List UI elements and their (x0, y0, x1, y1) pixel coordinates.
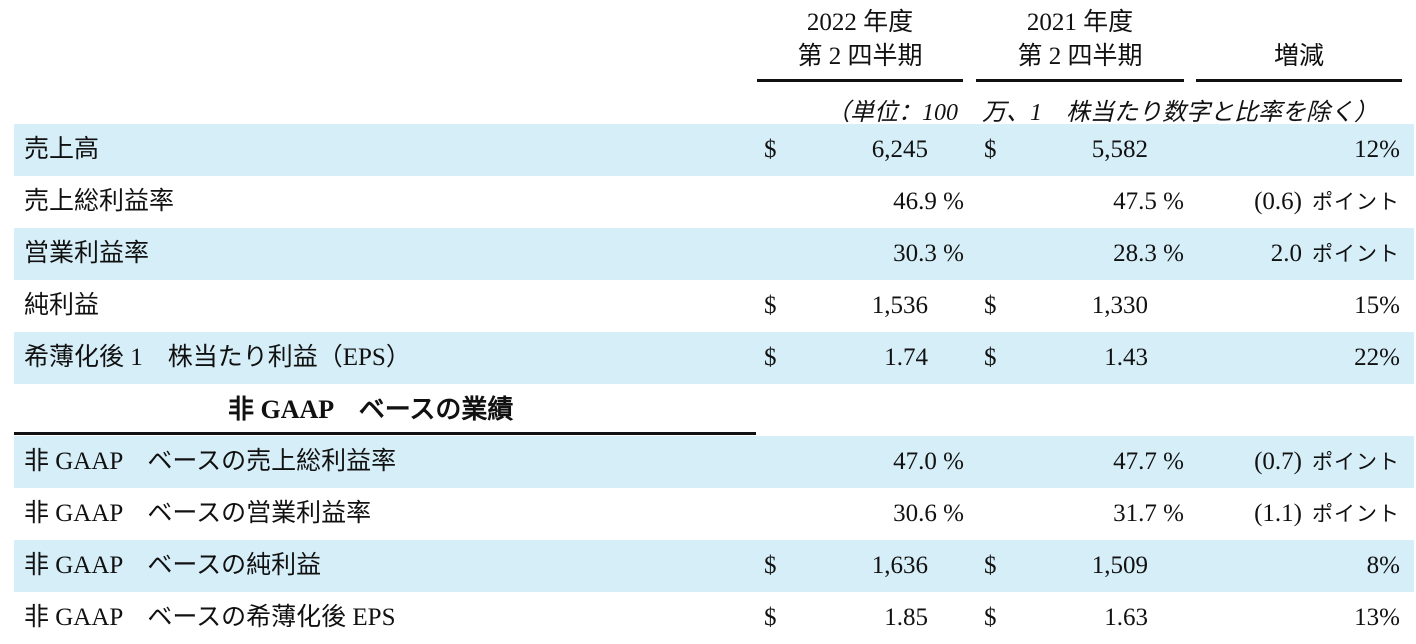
currency-2021: $ (984, 552, 997, 579)
row-label: 非 GAAP ベースの純利益 (24, 552, 322, 579)
value-2021: 28.3 % (1113, 240, 1184, 267)
table-row: 純利益 $1,536 $1,330 15% (14, 280, 1414, 332)
value-2021: 1,330 (1091, 292, 1148, 319)
table-row: 売上総利益率 46.9 % 47.5 % (0.6) ポイント (14, 176, 1414, 228)
value-2022: 47.0 % (893, 448, 964, 475)
row-label: 営業利益率 (24, 240, 150, 267)
currency-2021: $ (984, 344, 997, 371)
units-note: （単位：100 万、1 株当たり数字と比率を除く） (826, 100, 1378, 126)
value-2021: 1.63 (1104, 604, 1148, 631)
value-change: (1.1) ポイント (1254, 488, 1400, 540)
value-change: 12% (1354, 136, 1400, 163)
non-gaap-section-title: 非 GAAP ベースの業績 (228, 395, 514, 424)
row-label: 非 GAAP ベースの売上総利益率 (24, 448, 397, 475)
currency-2022: $ (764, 344, 777, 371)
value-2022: 30.3 % (893, 240, 964, 267)
row-label: 希薄化後 1 株当たり利益（EPS） (24, 344, 411, 371)
value-2021: 1,509 (1091, 552, 1148, 579)
change-unit: ポイント (1312, 450, 1400, 474)
change-number: (1.1) (1254, 500, 1302, 527)
value-change: 13% (1354, 604, 1400, 631)
header-rule-change (1196, 79, 1402, 82)
value-2021: 47.5 % (1113, 188, 1184, 215)
currency-2021: $ (984, 604, 997, 631)
value-2021: 47.7 % (1113, 448, 1184, 475)
change-unit: ポイント (1312, 502, 1400, 526)
value-2022: 30.6 % (893, 500, 964, 527)
row-label: 売上総利益率 (24, 188, 175, 215)
value-2021: 1.43 (1104, 344, 1148, 371)
change-number: (0.7) (1254, 448, 1302, 475)
header-2022-quarter: 第 2 四半期 (797, 43, 923, 70)
table-row: 非 GAAP ベースの希薄化後 EPS $1.85 $1.63 13% (14, 592, 1414, 644)
value-2021: 5,582 (1091, 136, 1148, 163)
value-change: (0.7) ポイント (1254, 436, 1400, 488)
table-row: 営業利益率 30.3 % 28.3 % 2.0 ポイント (14, 228, 1414, 280)
table-row: 売上高 $6,245 $5,582 12% (14, 124, 1414, 176)
value-change: 15% (1354, 292, 1400, 319)
row-label: 純利益 (24, 292, 100, 319)
table-row: 非 GAAP ベースの営業利益率 30.6 % 31.7 % (1.1) ポイント (14, 488, 1414, 540)
value-2022: 6,245 (871, 136, 928, 163)
row-label: 非 GAAP ベースの希薄化後 EPS (24, 604, 396, 631)
value-change: 22% (1354, 344, 1400, 371)
change-number: 2.0 (1270, 240, 1302, 267)
row-label: 非 GAAP ベースの営業利益率 (24, 500, 372, 527)
table-row: 非 GAAP ベースの売上総利益率 47.0 % 47.7 % (0.7) ポイント (14, 436, 1414, 488)
value-change: 2.0 ポイント (1271, 228, 1400, 280)
table-row: 希薄化後 1 株当たり利益（EPS） $1.74 $1.43 22% (14, 332, 1414, 384)
value-2021: 31.7 % (1113, 500, 1184, 527)
value-2022: 1,536 (871, 292, 928, 319)
currency-2021: $ (984, 292, 997, 319)
currency-2021: $ (984, 136, 997, 163)
header-2021-year: 2021 年度 (1026, 9, 1134, 36)
header-2022-year: 2022 年度 (806, 9, 914, 36)
header-rule-2022 (757, 79, 963, 82)
header-change: 増減 (1273, 43, 1324, 70)
value-2022: 1.74 (884, 344, 928, 371)
row-label: 売上高 (24, 136, 100, 163)
value-2022: 46.9 % (893, 188, 964, 215)
non-gaap-section-rule (14, 432, 756, 435)
value-2022: 1.85 (884, 604, 928, 631)
currency-2022: $ (764, 136, 777, 163)
header-2022-q2: 2022 年度 第 2 四半期 (757, 6, 963, 74)
currency-2022: $ (764, 292, 777, 319)
change-unit: ポイント (1312, 242, 1400, 266)
header-rule-2021 (976, 79, 1184, 82)
currency-2022: $ (764, 552, 777, 579)
currency-2022: $ (764, 604, 777, 631)
change-unit: ポイント (1312, 190, 1400, 214)
header-2021-quarter: 第 2 四半期 (1017, 43, 1143, 70)
change-number: (0.6) (1254, 188, 1302, 215)
value-change: (0.6) ポイント (1254, 176, 1400, 228)
header-2021-q2: 2021 年度 第 2 四半期 (976, 6, 1184, 74)
value-2022: 1,636 (871, 552, 928, 579)
value-change: 8% (1366, 552, 1400, 579)
table-row: 非 GAAP ベースの純利益 $1,636 $1,509 8% (14, 540, 1414, 592)
